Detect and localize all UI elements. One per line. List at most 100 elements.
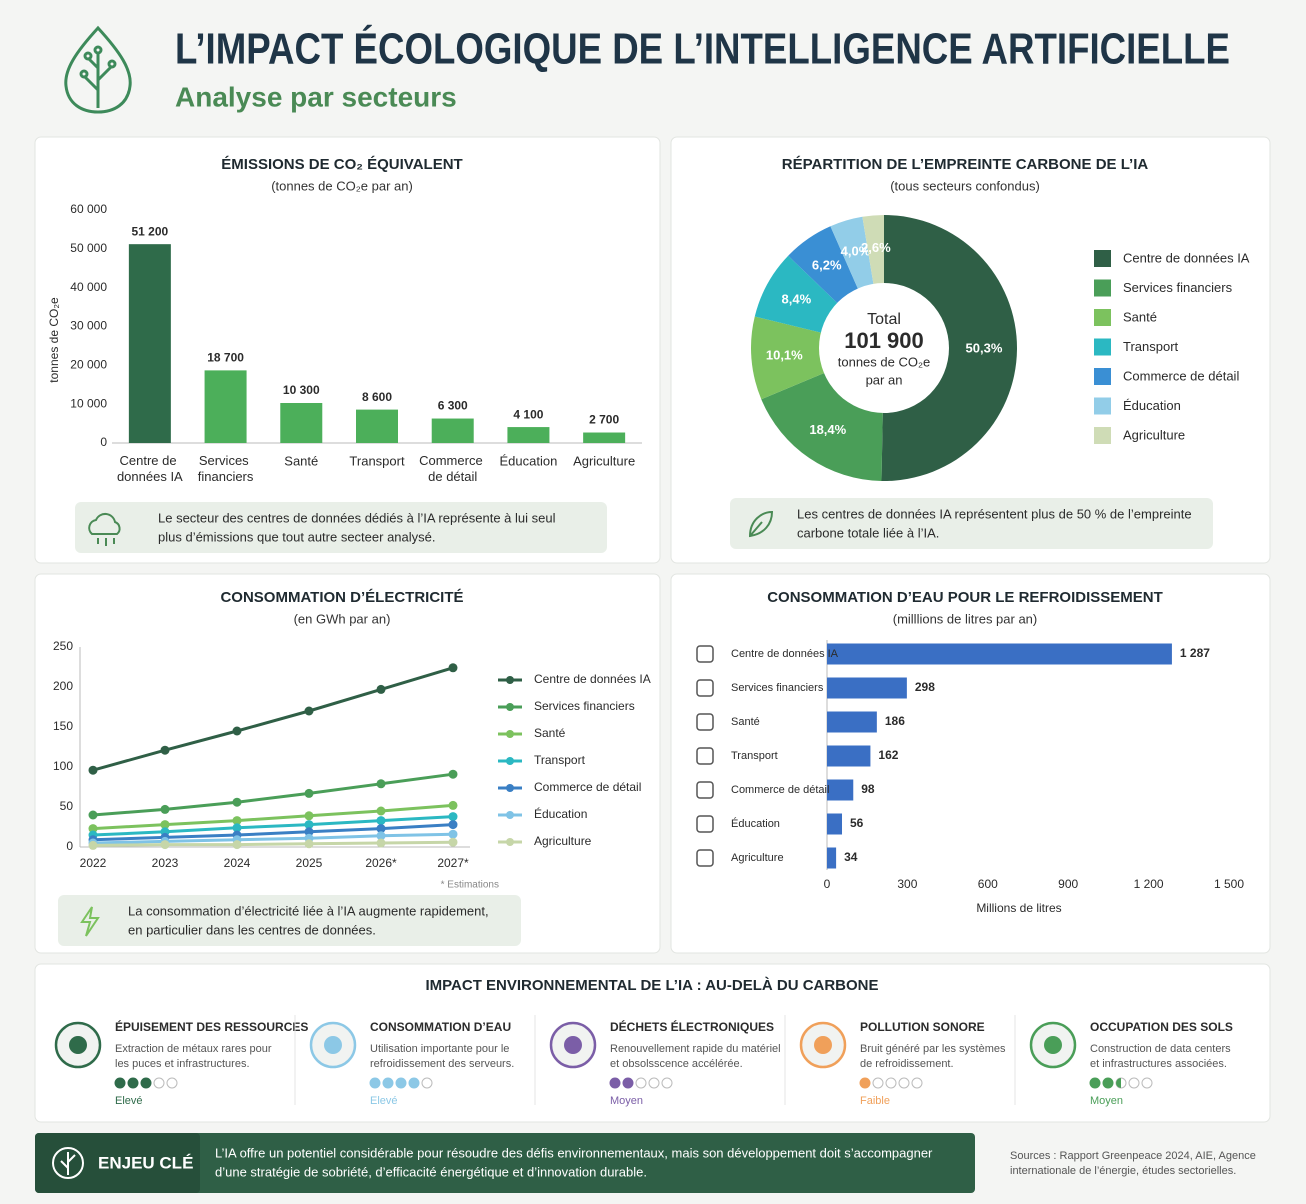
bar bbox=[827, 847, 837, 869]
note-text: Le secteur des centres de données dédiés… bbox=[158, 510, 556, 525]
section-title: IMPACT ENVIRONNEMENTAL DE L’IA : AU-DELÀ… bbox=[425, 977, 878, 994]
line-point bbox=[376, 806, 386, 816]
line-point bbox=[232, 797, 242, 807]
note-icons bbox=[80, 510, 774, 937]
legend-label: Transport bbox=[534, 753, 586, 767]
y-axis-label: tonnes de CO₂e bbox=[47, 297, 61, 383]
impact-text: Renouvellement rapide du matériel bbox=[610, 1043, 781, 1055]
level-dot bbox=[369, 1077, 381, 1089]
pie-center-text: tonnes de CO₂e bbox=[838, 354, 931, 369]
legend-swatch bbox=[1094, 427, 1111, 444]
x-tick-label: 900 bbox=[1058, 877, 1078, 891]
chart-subtitle: (en GWh par an) bbox=[294, 611, 391, 626]
x-tick-label: 1 500 bbox=[1214, 877, 1244, 891]
note-text: Les centres de données IA représentent p… bbox=[797, 506, 1192, 521]
key-label-box bbox=[35, 1133, 200, 1193]
line-point bbox=[232, 816, 242, 826]
y-tick-label: Éducation bbox=[731, 817, 780, 830]
chart-title: CONSOMMATION D’EAU POUR LE REFROIDISSEME… bbox=[767, 589, 1163, 606]
data-label: 2 700 bbox=[589, 413, 619, 427]
y-tick-label: Santé bbox=[731, 716, 760, 728]
pie-center-text: 101 900 bbox=[844, 328, 924, 353]
legend-swatch bbox=[1094, 397, 1111, 415]
y-tick-label: 200 bbox=[53, 679, 73, 693]
line-point bbox=[448, 837, 458, 847]
line-point bbox=[304, 827, 314, 837]
y-tick-label: Services financiers bbox=[731, 682, 824, 694]
row-icon bbox=[696, 849, 714, 867]
chart-subtitle: (milllions de litres par an) bbox=[893, 611, 1038, 626]
note-text: carbone totale liée à l’IA. bbox=[797, 525, 939, 540]
y-tick-label: 0 bbox=[100, 435, 107, 449]
line-point bbox=[88, 765, 98, 775]
data-label: 51 200 bbox=[132, 224, 169, 238]
y-tick-label: 10 000 bbox=[70, 396, 107, 410]
line-point bbox=[304, 706, 314, 716]
impact-title: DÉCHETS ÉLECTRONIQUES bbox=[610, 1019, 774, 1034]
note-text: La consommation d’électricité liée à l’I… bbox=[128, 903, 489, 918]
key-icon bbox=[52, 1147, 84, 1179]
chart-subtitle: (tonnes de CO₂e par an) bbox=[271, 178, 413, 193]
level-dot bbox=[898, 1077, 910, 1089]
y-tick-label: Transport bbox=[731, 750, 778, 762]
impact-text: Construction de data centers bbox=[1090, 1043, 1231, 1055]
y-tick-label: 30 000 bbox=[70, 319, 107, 333]
row-icon bbox=[696, 679, 714, 697]
y-tick-label: Commerce de détail bbox=[731, 784, 829, 796]
pie-slice bbox=[881, 215, 1017, 481]
legend-dot bbox=[506, 811, 514, 819]
note-box bbox=[58, 895, 521, 946]
level-dot bbox=[885, 1077, 897, 1089]
line-point bbox=[448, 820, 458, 830]
level-dot bbox=[911, 1077, 923, 1089]
line-point bbox=[376, 831, 386, 841]
x-tick-label: 2027* bbox=[437, 856, 469, 870]
key-text: d’une stratégie de sobriété, d’efficacit… bbox=[215, 1164, 647, 1179]
line-point bbox=[376, 779, 386, 789]
footnote: * Estimations bbox=[441, 880, 499, 891]
impact-icon-core bbox=[564, 1036, 582, 1054]
impact-icon-core bbox=[324, 1036, 342, 1054]
line-point bbox=[376, 824, 386, 834]
y-tick-label: 150 bbox=[53, 719, 73, 733]
x-tick-label: Agriculture bbox=[573, 453, 635, 468]
data-label: 2,6% bbox=[861, 240, 891, 255]
y-tick-label: 0 bbox=[66, 839, 73, 853]
bar bbox=[827, 779, 854, 801]
legend-label: Commerce de détail bbox=[1123, 368, 1239, 383]
level-dot bbox=[648, 1077, 660, 1089]
pie-center-text: Total bbox=[867, 311, 901, 328]
line-point bbox=[448, 800, 458, 810]
level-dot bbox=[382, 1077, 394, 1089]
impact-level: Faible bbox=[860, 1095, 890, 1107]
row-icon bbox=[696, 747, 714, 765]
impact-text: Extraction de métaux rares pour bbox=[115, 1043, 272, 1055]
line-point bbox=[160, 820, 170, 830]
legend-dot bbox=[506, 676, 514, 684]
line-series bbox=[92, 840, 454, 847]
line-series bbox=[92, 823, 454, 842]
panel bbox=[670, 573, 1271, 954]
impact-title: POLLUTION SONORE bbox=[860, 1020, 985, 1034]
key-text: L’IA offre un potentiel considérable pou… bbox=[215, 1145, 933, 1160]
note-text: en particulier dans les centres de donné… bbox=[128, 922, 376, 937]
panel bbox=[34, 963, 1271, 1123]
level-dot bbox=[1141, 1077, 1153, 1089]
line-point bbox=[232, 726, 242, 736]
level-dot bbox=[140, 1077, 152, 1089]
level-dot-half bbox=[1116, 1078, 1121, 1088]
legend-dot bbox=[506, 757, 514, 765]
note-box bbox=[75, 502, 607, 553]
legend-label: Santé bbox=[1123, 309, 1157, 324]
line-series bbox=[92, 815, 454, 837]
legend-label: Services financiers bbox=[534, 699, 635, 713]
legend-swatch bbox=[1094, 368, 1111, 385]
x-tick-label: Éducation bbox=[500, 453, 558, 468]
legend-label: Transport bbox=[1123, 339, 1179, 354]
data-label: 6,2% bbox=[812, 257, 842, 272]
level-dot bbox=[127, 1077, 139, 1089]
line-point bbox=[304, 839, 314, 849]
level-dot bbox=[153, 1077, 165, 1089]
level-dot bbox=[395, 1077, 407, 1089]
